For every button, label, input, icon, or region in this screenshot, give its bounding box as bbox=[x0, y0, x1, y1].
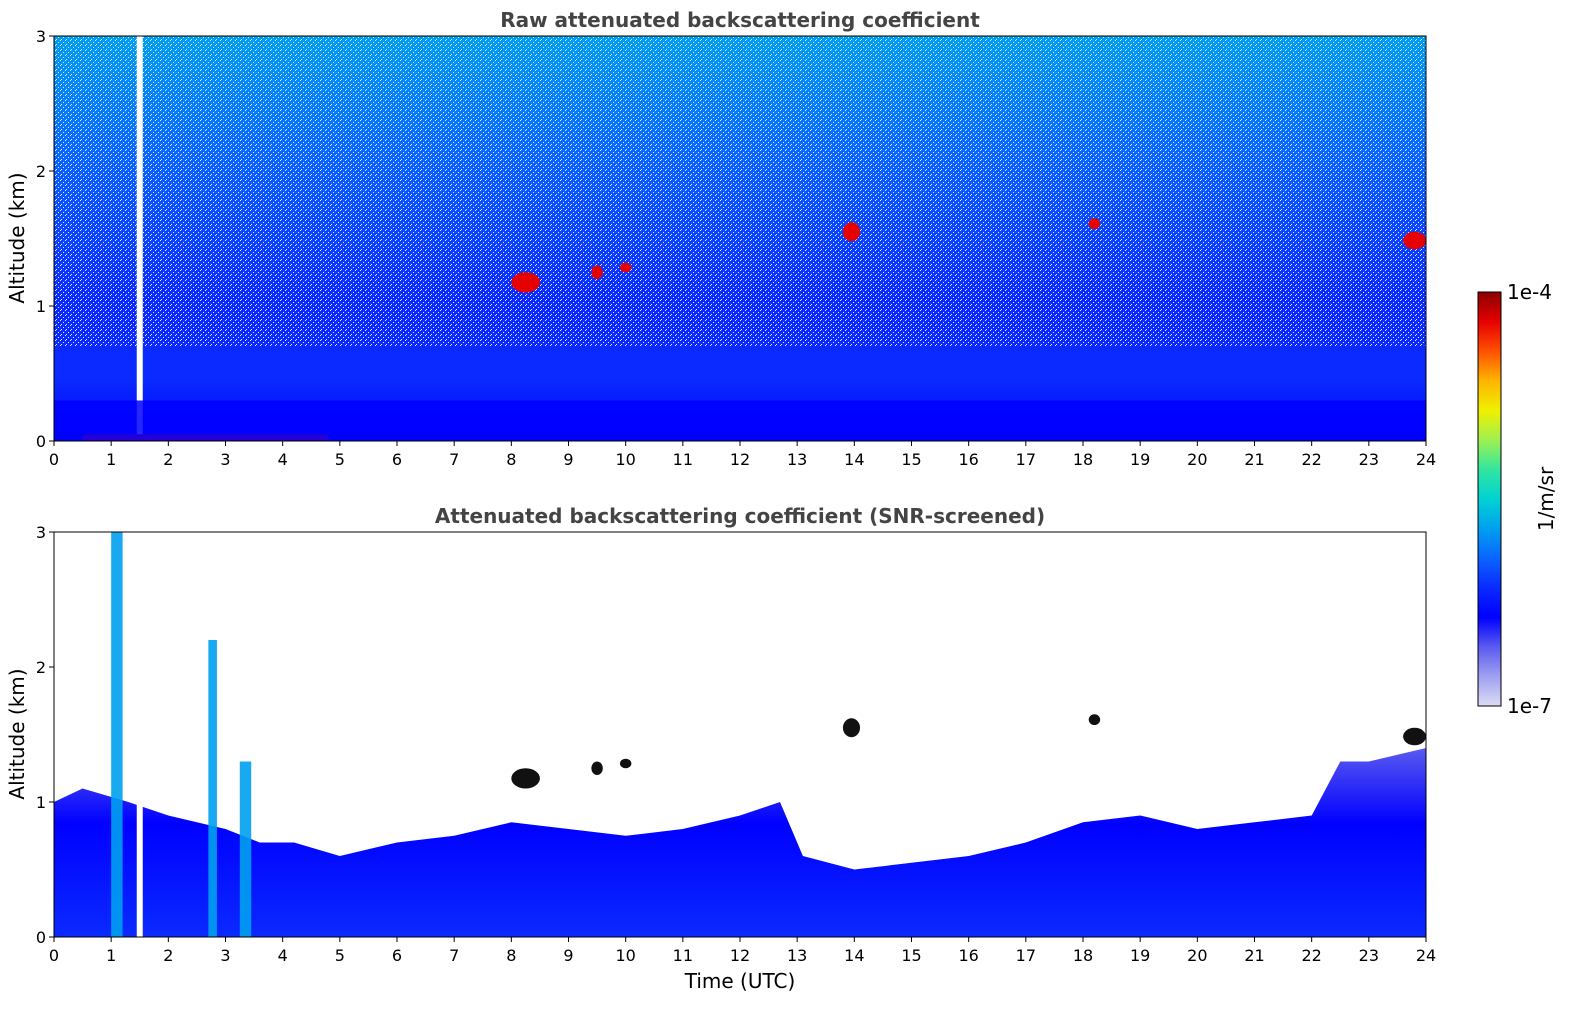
noise-speckle bbox=[54, 36, 1426, 347]
cloud-layer bbox=[619, 262, 632, 273]
x-tick-label: 21 bbox=[1244, 946, 1264, 965]
cloud-layer bbox=[1403, 727, 1426, 746]
x-tick-label: 16 bbox=[958, 946, 978, 965]
panel-screened-y-axis-label: Altitude (km) bbox=[5, 668, 29, 799]
x-tick-label: 6 bbox=[392, 946, 402, 965]
cloud-layer bbox=[1088, 714, 1101, 726]
colorbar: 1e-4 1e-7 1/m/sr bbox=[1477, 280, 1558, 718]
cloud-layer bbox=[842, 718, 861, 738]
y-tick-label: 1 bbox=[36, 793, 46, 812]
y-tick-label: 2 bbox=[36, 658, 46, 677]
y-tick-label: 3 bbox=[36, 523, 46, 542]
panel-screened: Attenuated backscattering coefficient (S… bbox=[5, 504, 1436, 993]
panel-raw: Raw attenuated backscattering coefficien… bbox=[5, 8, 1436, 469]
x-tick-label: 20 bbox=[1187, 450, 1207, 469]
aerosol-plume bbox=[239, 761, 252, 937]
x-tick-label: 5 bbox=[335, 946, 345, 965]
cloud-layer bbox=[591, 265, 603, 279]
colorbar-max-label: 1e-4 bbox=[1507, 280, 1552, 304]
x-tick-label: 5 bbox=[335, 450, 345, 469]
x-tick-label: 3 bbox=[220, 450, 230, 469]
panel-raw-y-axis-label: Altitude (km) bbox=[5, 172, 29, 303]
data-gap bbox=[136, 532, 143, 937]
y-tick-label: 1 bbox=[36, 297, 46, 316]
x-tick-label: 4 bbox=[278, 946, 288, 965]
x-tick-label: 17 bbox=[1016, 946, 1036, 965]
panel-raw-title: Raw attenuated backscattering coefficien… bbox=[500, 8, 980, 32]
x-tick-label: 17 bbox=[1016, 450, 1036, 469]
x-tick-label: 18 bbox=[1073, 946, 1093, 965]
colorbar-unit-label: 1/m/sr bbox=[1534, 466, 1558, 531]
x-tick-label: 8 bbox=[506, 946, 516, 965]
y-tick-label: 3 bbox=[36, 27, 46, 46]
data-gap bbox=[136, 36, 143, 441]
x-tick-label: 11 bbox=[673, 946, 693, 965]
x-tick-label: 12 bbox=[730, 946, 750, 965]
x-tick-label: 9 bbox=[563, 946, 573, 965]
x-tick-label: 14 bbox=[844, 450, 864, 469]
x-tick-label: 13 bbox=[787, 946, 807, 965]
x-tick-label: 20 bbox=[1187, 946, 1207, 965]
x-tick-label: 24 bbox=[1416, 946, 1436, 965]
boundary-layer-region bbox=[54, 748, 1426, 937]
x-tick-label: 21 bbox=[1244, 450, 1264, 469]
x-tick-label: 0 bbox=[49, 450, 59, 469]
aerosol-plume bbox=[208, 640, 217, 937]
x-tick-label: 22 bbox=[1301, 946, 1321, 965]
cloud-layer bbox=[842, 222, 861, 242]
x-tick-label: 19 bbox=[1130, 450, 1150, 469]
panel-screened-y-ticks: 0 1 2 3 bbox=[36, 523, 54, 947]
x-tick-label: 4 bbox=[278, 450, 288, 469]
panel-raw-x-ticks: 0 1 2 3 4 5 6 7 8 9 10 11 12 13 14 15 16 17 18 19 20 21 22 23 24 bbox=[49, 441, 1436, 469]
cloud-layer bbox=[619, 758, 632, 769]
x-tick-label: 9 bbox=[563, 450, 573, 469]
x-tick-label: 15 bbox=[901, 946, 921, 965]
x-tick-label: 1 bbox=[106, 946, 116, 965]
x-axis-label: Time (UTC) bbox=[684, 969, 796, 993]
x-tick-label: 19 bbox=[1130, 946, 1150, 965]
cloud-layer bbox=[1088, 218, 1101, 230]
colorbar-scale bbox=[1477, 291, 1502, 707]
x-tick-label: 2 bbox=[163, 946, 173, 965]
x-tick-label: 10 bbox=[615, 450, 635, 469]
x-tick-label: 12 bbox=[730, 450, 750, 469]
x-tick-label: 16 bbox=[958, 450, 978, 469]
x-tick-label: 14 bbox=[844, 946, 864, 965]
x-tick-label: 8 bbox=[506, 450, 516, 469]
aerosol-plume bbox=[111, 532, 123, 937]
x-tick-label: 6 bbox=[392, 450, 402, 469]
x-tick-label: 11 bbox=[673, 450, 693, 469]
cloud-layer bbox=[1403, 231, 1426, 250]
x-tick-label: 2 bbox=[163, 450, 173, 469]
x-tick-label: 24 bbox=[1416, 450, 1436, 469]
x-tick-label: 23 bbox=[1359, 946, 1379, 965]
cloud-layer bbox=[511, 768, 540, 789]
x-tick-label: 23 bbox=[1359, 450, 1379, 469]
panel-raw-y-ticks: 0 1 2 3 bbox=[36, 27, 54, 451]
x-tick-label: 15 bbox=[901, 450, 921, 469]
cloud-layer bbox=[591, 761, 603, 775]
panel-raw-heatmap bbox=[54, 36, 1426, 441]
x-tick-label: 0 bbox=[49, 946, 59, 965]
x-tick-label: 18 bbox=[1073, 450, 1093, 469]
panel-screened-heatmap bbox=[54, 532, 1426, 937]
boundary-layer bbox=[54, 400, 1426, 441]
panel-screened-title: Attenuated backscattering coefficient (S… bbox=[435, 504, 1045, 528]
panel-screened-x-ticks: 0 1 2 3 4 5 6 7 8 9 10 11 12 13 14 15 16 17 18 19 20 21 22 23 24 bbox=[49, 937, 1436, 965]
x-tick-label: 7 bbox=[449, 450, 459, 469]
colorbar-min-label: 1e-7 bbox=[1507, 694, 1552, 718]
x-tick-label: 7 bbox=[449, 946, 459, 965]
x-tick-label: 10 bbox=[615, 946, 635, 965]
y-tick-label: 0 bbox=[36, 432, 46, 451]
x-tick-label: 1 bbox=[106, 450, 116, 469]
cloud-layer bbox=[511, 272, 540, 293]
x-tick-label: 13 bbox=[787, 450, 807, 469]
x-tick-label: 3 bbox=[220, 946, 230, 965]
y-tick-label: 2 bbox=[36, 162, 46, 181]
y-tick-label: 0 bbox=[36, 928, 46, 947]
x-tick-label: 22 bbox=[1301, 450, 1321, 469]
